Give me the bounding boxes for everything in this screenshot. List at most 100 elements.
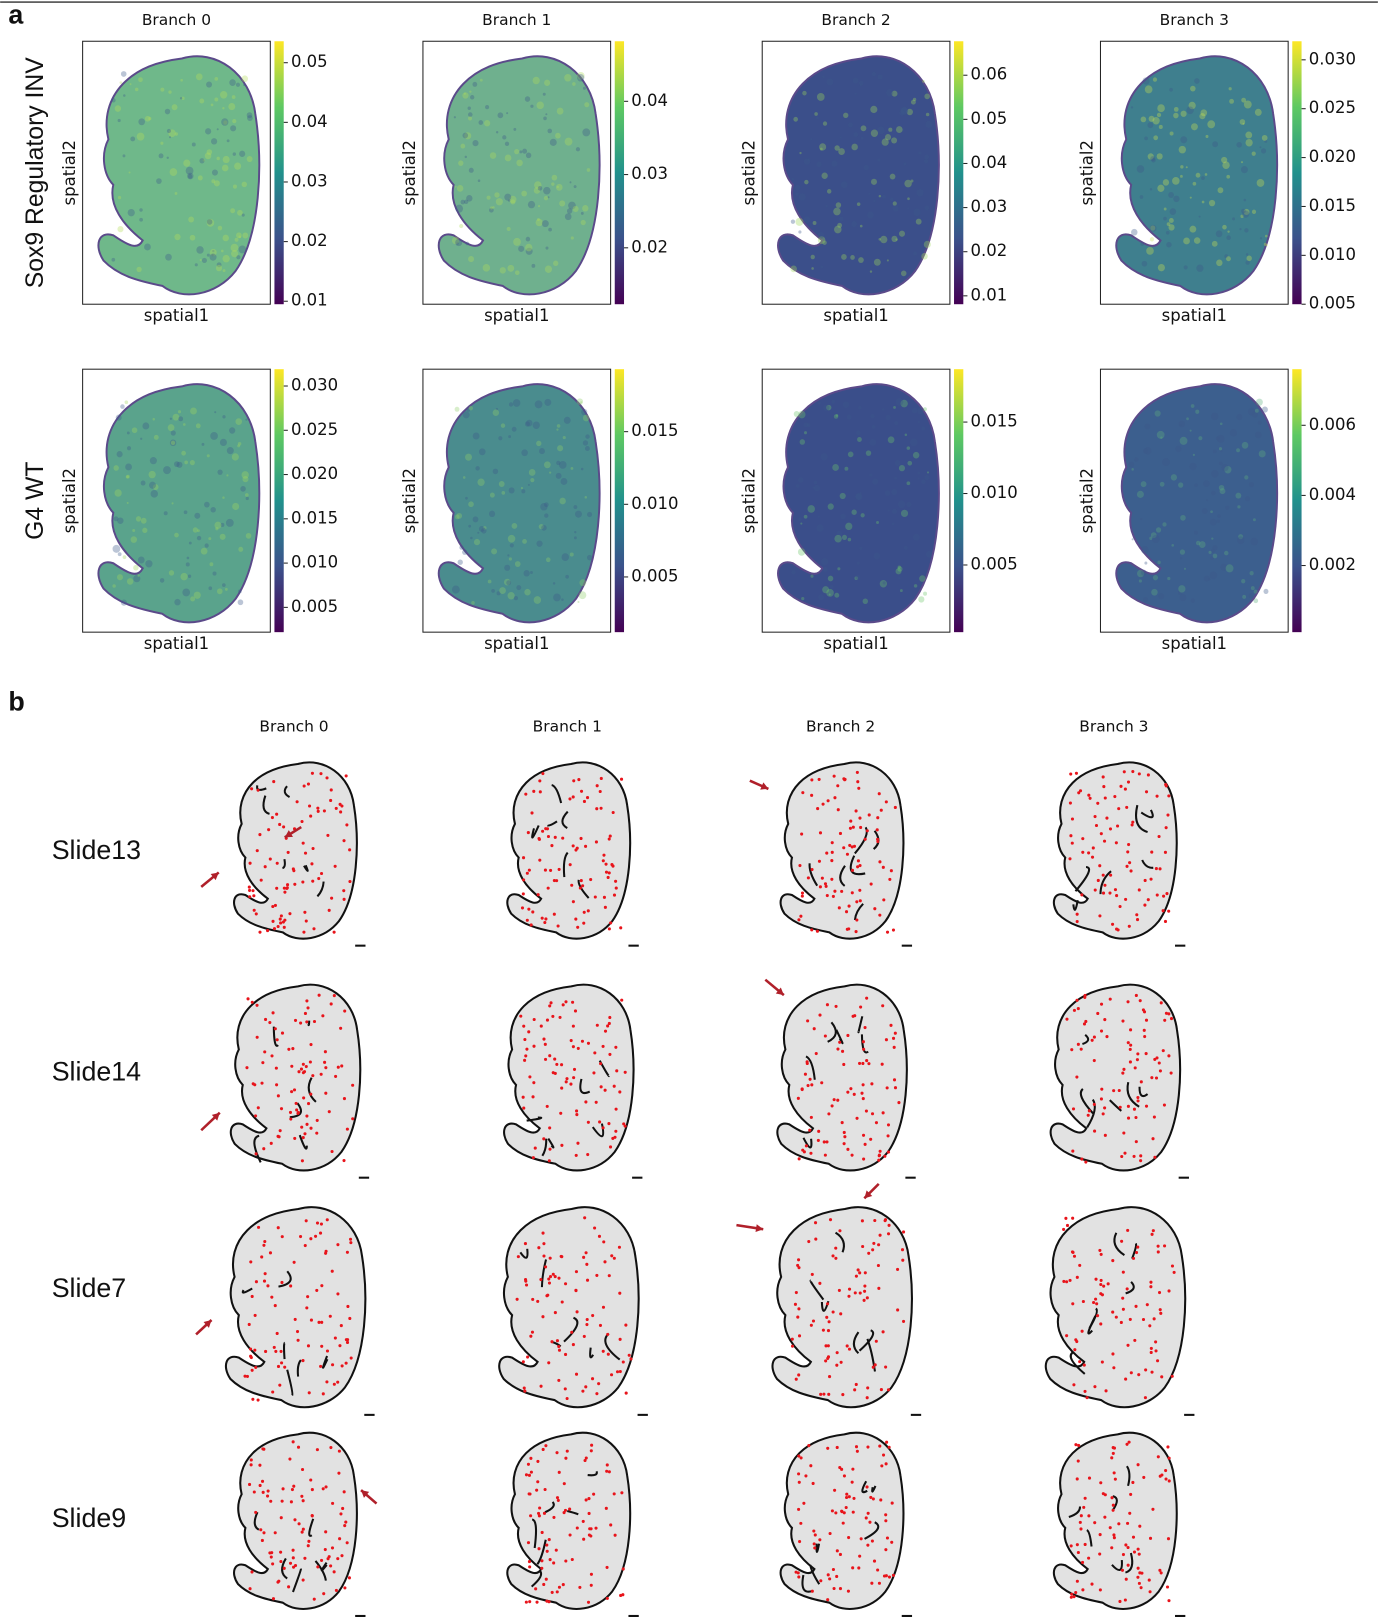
cell-dot (253, 1348, 257, 1352)
cell-dot (1079, 1047, 1083, 1051)
texture (894, 460, 901, 467)
texture (1205, 134, 1209, 139)
cell-dot (618, 1090, 622, 1094)
cell-dot (797, 1266, 801, 1270)
texture (188, 541, 192, 545)
texture (168, 90, 172, 94)
x-axis-label: spatial1 (144, 634, 209, 653)
cell-dot (558, 1015, 562, 1019)
texture (481, 528, 487, 534)
texture (522, 538, 527, 544)
texture (454, 185, 457, 188)
cell-dot (1099, 1481, 1103, 1485)
cell-dot (810, 793, 814, 797)
texture (1166, 241, 1172, 248)
cell-dot (261, 1061, 265, 1065)
cell-dot (1124, 897, 1128, 901)
cell-dot (269, 1555, 273, 1559)
cell-dot (797, 1480, 801, 1484)
cell-dot (1099, 1278, 1103, 1282)
cell-dot (1108, 997, 1112, 1001)
cell-dot (1124, 1543, 1128, 1547)
texture (237, 441, 242, 446)
texture (225, 518, 234, 527)
cell-dot (603, 1088, 607, 1092)
texture (543, 186, 551, 195)
texture (1193, 530, 1198, 535)
texture (174, 598, 181, 606)
cell-dot (1070, 817, 1075, 821)
texture (188, 216, 195, 223)
cell-dot (576, 925, 580, 929)
cell-dot (842, 1474, 846, 1478)
cell-dot (1126, 1104, 1130, 1108)
cell-dot (528, 1565, 532, 1569)
tissue-outline (1052, 761, 1178, 940)
texture (126, 501, 129, 504)
structure-outline (801, 1574, 813, 1593)
texture (563, 416, 571, 424)
cell-dot (867, 1062, 871, 1066)
texture (1131, 538, 1134, 541)
texture (232, 119, 237, 124)
texture (200, 547, 208, 555)
texture (245, 532, 252, 539)
cell-dot (846, 1090, 850, 1094)
cell-dot (1099, 1322, 1103, 1326)
texture (214, 411, 217, 414)
cell-dot (808, 1077, 812, 1081)
cell-dot (1087, 851, 1091, 855)
texture (1247, 407, 1256, 416)
cell-dot (579, 836, 583, 840)
texture (797, 548, 806, 556)
cell-dot (263, 1272, 267, 1276)
cell-dot (322, 1592, 326, 1596)
cell-dot (861, 1244, 865, 1249)
cell-dot (301, 1062, 305, 1066)
cell-dot (271, 1597, 275, 1601)
texture (532, 76, 540, 85)
cell-dot (1126, 1521, 1130, 1525)
cell-dot (627, 1353, 631, 1357)
cell-dot (890, 1501, 894, 1505)
structure-outline (864, 1521, 880, 1540)
structure-outline (316, 881, 325, 898)
texture (572, 205, 579, 213)
texture (578, 591, 587, 600)
texture (139, 217, 143, 222)
texture (231, 453, 239, 461)
texture (1224, 254, 1229, 259)
cell-dot (293, 1563, 298, 1568)
cell-dot (1156, 1455, 1160, 1459)
cell-dot (847, 904, 851, 908)
cell-dot (866, 1543, 870, 1547)
cell-dot (868, 1520, 872, 1524)
cell-dot (545, 827, 550, 831)
cell-dot (850, 868, 855, 872)
texture (1179, 594, 1187, 602)
cell-dot (1166, 1537, 1171, 1541)
texture (827, 503, 834, 510)
cell-dot (1101, 891, 1106, 895)
texture (222, 155, 230, 164)
texture (499, 587, 506, 595)
texture (851, 509, 857, 515)
texture (850, 255, 855, 260)
cell-dot (809, 1464, 813, 1468)
cell-dot (813, 1533, 817, 1537)
cell-dot (1159, 1001, 1163, 1005)
texture (506, 112, 509, 115)
cell-dot (1093, 1385, 1097, 1389)
cell-dot (1150, 1370, 1154, 1374)
cell-dot (545, 1018, 550, 1022)
texture (174, 532, 179, 538)
panel-label: a (8, 0, 24, 30)
cell-dot (311, 1074, 315, 1078)
cell-dot (1088, 796, 1092, 800)
cell-dot (1147, 1578, 1151, 1582)
texture (1251, 209, 1257, 214)
cell-dot (541, 1315, 545, 1319)
cell-dot (607, 927, 611, 931)
cell-dot (886, 1232, 891, 1236)
cell-dot (804, 1474, 808, 1478)
